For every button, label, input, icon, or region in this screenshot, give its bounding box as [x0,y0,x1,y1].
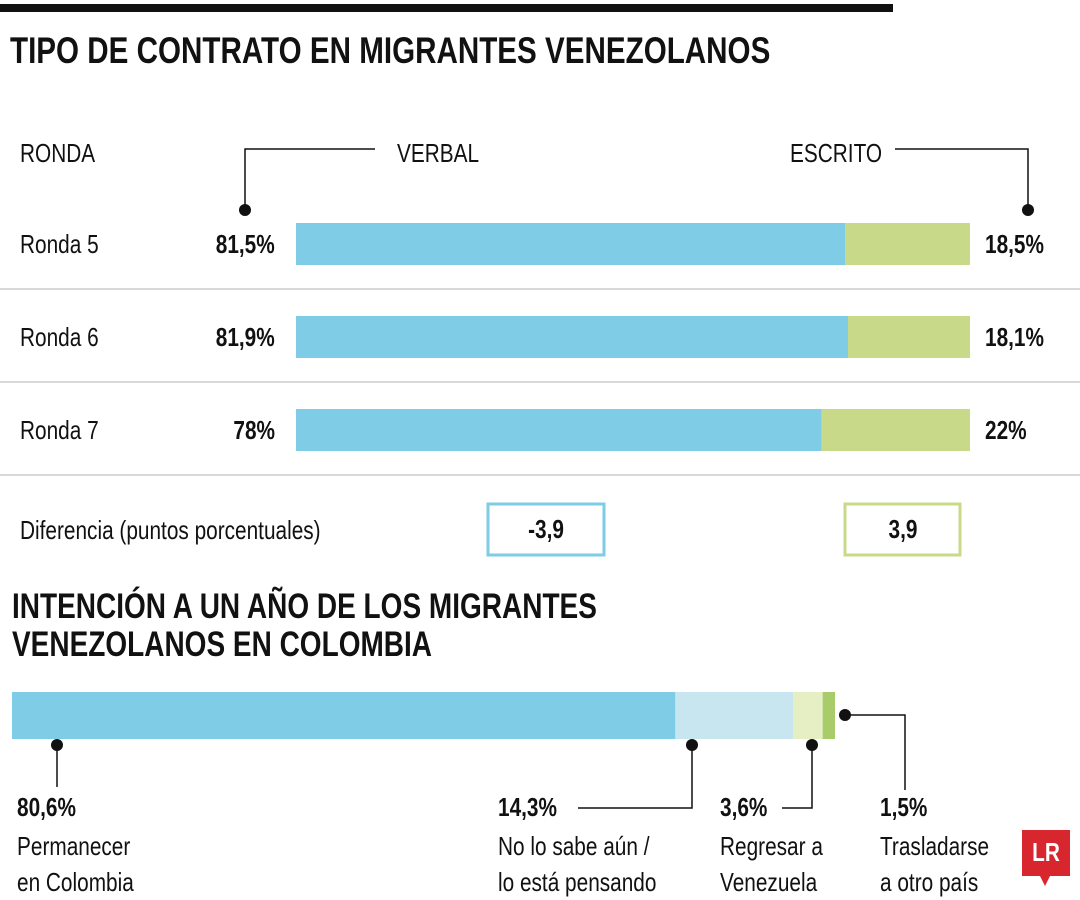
logo-box [1022,830,1070,876]
leader-dot [806,739,818,751]
bar-segment [296,409,822,451]
leader-line [782,745,813,809]
bar-segment [675,692,794,739]
bar-segment [296,223,846,265]
bar-segment [296,316,849,358]
value-label: 3,6% [720,792,768,822]
value-label: 22% [985,415,1027,445]
bar-segment [793,692,823,739]
leader-line [578,745,693,809]
value-label: 18,5% [985,229,1044,259]
value-label: 80,6% [17,792,76,822]
bar-segment [845,223,970,265]
chart-title: TIPO DE CONTRATO EN MIGRANTES VENEZOLANO… [10,30,771,71]
value-label: 81,5% [216,229,275,259]
difference-box [843,502,962,557]
leader-dot [686,739,698,751]
legend-label: VERBAL [397,138,480,168]
leader-line [244,148,375,210]
value-label: 81,9% [216,322,275,352]
leader-dot [839,709,851,721]
value-label: 1,5% [880,792,928,822]
category-label: Ronda 7 [20,415,99,445]
bar-segment [822,692,835,739]
chart-title: INTENCIÓN A UN AÑO DE LOS MIGRANTES VENE… [12,587,597,664]
segment-label: Permanecer en Colombia [17,831,134,897]
logo-tail [1040,876,1050,886]
segment-label: Trasladarse a otro país [880,831,990,897]
value-label: 18,1% [985,322,1044,352]
leader-line [895,148,1029,210]
bar-segment [12,692,676,739]
leader-dot [51,739,63,751]
leader-dot [1022,204,1034,216]
difference-label: Diferencia (puntos porcentuales) [20,515,321,545]
legend-label: ESCRITO [790,138,883,168]
difference-box [486,502,606,557]
leader-dot [239,204,251,216]
segment-label: Regresar a Venezuela [720,831,823,897]
leader-line [845,714,906,790]
bar-segment [848,316,970,358]
category-label: Ronda 6 [20,322,99,352]
segment-label: No lo sabe aún / lo está pensando [498,831,657,897]
value-label: 14,3% [498,792,557,822]
column-header: RONDA [20,138,96,168]
logo-text: LR [1032,837,1060,867]
category-label: Ronda 5 [20,229,99,259]
difference-value: 3,9 [888,514,917,544]
top-rule [0,4,893,12]
difference-value: -3,9 [528,514,564,544]
value-label: 78% [233,415,275,445]
bar-segment [821,409,970,451]
